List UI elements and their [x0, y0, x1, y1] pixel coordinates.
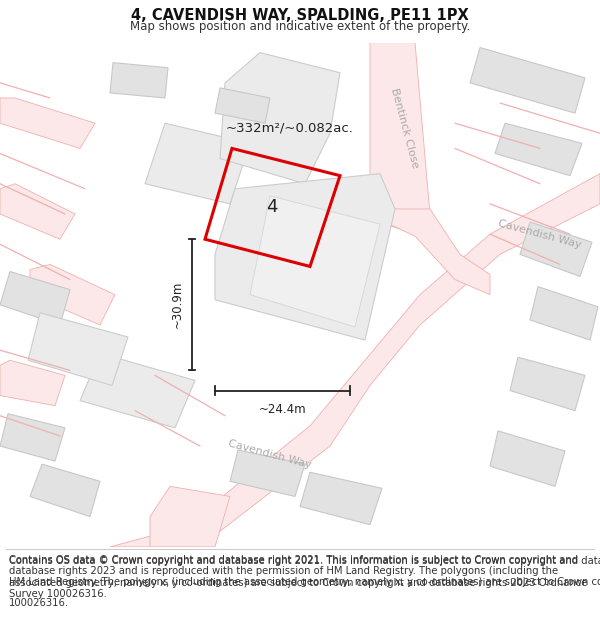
Polygon shape	[510, 357, 585, 411]
Polygon shape	[30, 264, 115, 325]
Polygon shape	[150, 486, 230, 547]
Polygon shape	[495, 123, 582, 176]
Text: 4: 4	[266, 198, 277, 216]
Text: ~30.9m: ~30.9m	[171, 281, 184, 329]
Polygon shape	[215, 174, 395, 340]
Text: HM Land Registry. The polygons (including the associated geometry, namely x, y c: HM Land Registry. The polygons (includin…	[9, 578, 600, 587]
Polygon shape	[145, 123, 250, 204]
Polygon shape	[250, 196, 380, 327]
Text: ~332m²/~0.082ac.: ~332m²/~0.082ac.	[226, 122, 354, 135]
Polygon shape	[0, 184, 75, 239]
Text: Cavendish Way: Cavendish Way	[227, 438, 313, 470]
Text: Cavendish Way: Cavendish Way	[497, 218, 583, 250]
Polygon shape	[370, 42, 430, 234]
Polygon shape	[385, 209, 490, 294]
Polygon shape	[220, 52, 340, 184]
Polygon shape	[110, 62, 168, 98]
Polygon shape	[0, 98, 95, 148]
Polygon shape	[520, 222, 592, 276]
Polygon shape	[30, 464, 100, 517]
Polygon shape	[470, 48, 585, 113]
Polygon shape	[0, 271, 70, 325]
Polygon shape	[300, 472, 382, 524]
Text: 100026316.: 100026316.	[9, 599, 69, 609]
Polygon shape	[0, 414, 65, 461]
Text: Bentinck Close: Bentinck Close	[389, 87, 421, 169]
Text: Map shows position and indicative extent of the property.: Map shows position and indicative extent…	[130, 20, 470, 33]
Text: Contains OS data © Crown copyright and database right 2021. This information is : Contains OS data © Crown copyright and d…	[9, 556, 600, 566]
Polygon shape	[490, 431, 565, 486]
Polygon shape	[80, 353, 195, 428]
Text: 4, CAVENDISH WAY, SPALDING, PE11 1PX: 4, CAVENDISH WAY, SPALDING, PE11 1PX	[131, 9, 469, 24]
Polygon shape	[0, 360, 65, 406]
Polygon shape	[110, 174, 600, 547]
Polygon shape	[230, 450, 305, 496]
Polygon shape	[215, 88, 270, 123]
Text: Contains OS data © Crown copyright and database right 2021. This information is : Contains OS data © Crown copyright and d…	[9, 555, 587, 599]
Text: ~24.4m: ~24.4m	[259, 402, 307, 416]
Polygon shape	[28, 313, 128, 386]
Polygon shape	[530, 287, 598, 340]
